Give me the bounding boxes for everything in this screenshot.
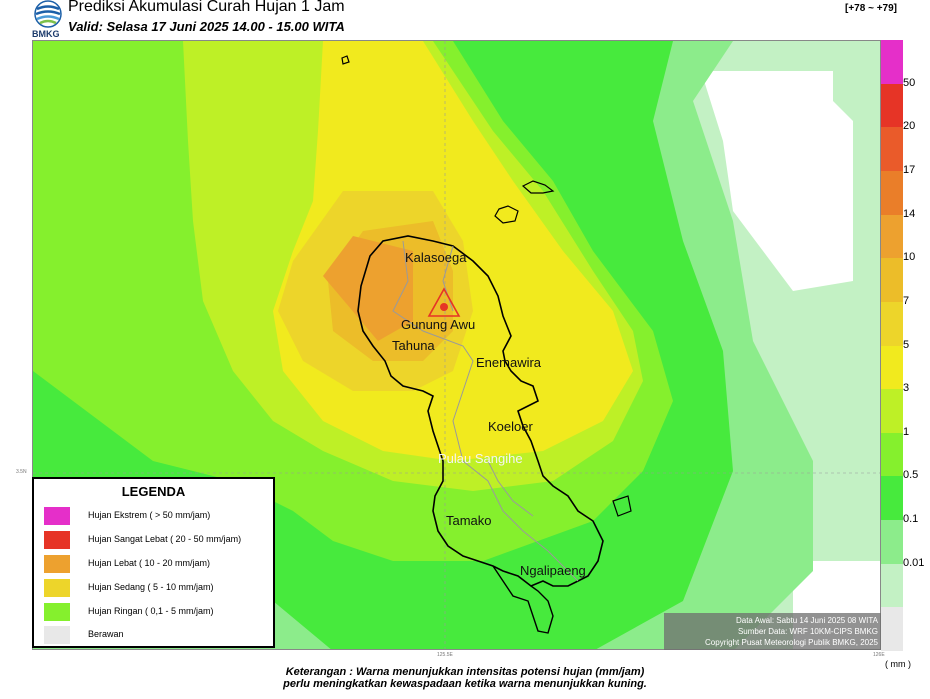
colorbar-segment <box>881 40 903 85</box>
colorbar-segment <box>881 563 903 608</box>
place-ngalipaeng: Ngalipaeng <box>520 563 586 578</box>
colorbar-label: 7 <box>903 294 910 307</box>
legend-swatch <box>44 531 70 549</box>
colorbar-segment <box>881 214 903 259</box>
colorbar-unit: ( mm ) <box>885 659 911 669</box>
colorbar-label: 3 <box>903 382 910 395</box>
legend-label: Hujan Sedang ( 5 - 10 mm/jam) <box>88 582 214 592</box>
legend-title: LEGENDA <box>121 484 186 499</box>
colorbar-segment <box>881 345 903 390</box>
source-line-3: Copyright Pusat Meteorologi Publik BMKG,… <box>705 638 878 647</box>
place-kalasoega: Kalasoega <box>405 250 467 265</box>
utc-offset: [+78 ~ +79] <box>845 3 897 14</box>
colorbar-label: 1 <box>903 425 910 438</box>
legend-swatch <box>44 603 70 621</box>
colorbar-segment <box>881 258 903 303</box>
colorbar-label: 50 <box>903 76 916 89</box>
island-outline <box>357 235 604 587</box>
colorbar-label: 0.1 <box>903 513 919 526</box>
colorbar-label: 0.5 <box>903 469 919 482</box>
colorbar-segment <box>881 607 903 652</box>
zone-none <box>701 71 853 291</box>
legend-item: Hujan Sedang ( 5 - 10 mm/jam) <box>42 579 272 599</box>
legend-label: Berawan <box>88 629 124 639</box>
legend-item: Hujan Ringan ( 0,1 - 5 mm/jam) <box>42 603 272 623</box>
legend-label: Hujan Sangat Lebat ( 20 - 50 mm/jam) <box>88 534 242 544</box>
legend-label: Hujan Lebat ( 10 - 20 mm/jam) <box>88 558 211 568</box>
colorbar-segment <box>881 520 903 565</box>
colorbar-segment <box>881 127 903 172</box>
legend-swatch <box>44 555 70 573</box>
place-tamako: Tamako <box>446 513 492 528</box>
legend-item: Hujan Sangat Lebat ( 20 - 50 mm/jam) <box>42 531 272 551</box>
zone-14 <box>323 236 413 341</box>
colorbar-label: 0.01 <box>903 556 925 569</box>
colorbar-segment <box>881 83 903 128</box>
legend-swatch <box>44 579 70 597</box>
colorbar-label: 14 <box>903 207 916 220</box>
legend-item: Hujan Ekstrem ( > 50 mm/jam) <box>42 507 272 527</box>
lon-tick-2: 126E <box>873 652 885 658</box>
colorbar-segment <box>881 389 903 434</box>
footnote-line-1: Keterangan : Warna menunjukkan intensita… <box>285 666 645 678</box>
bmkg-logo: BMKG <box>30 0 66 40</box>
colorbar-label: 20 <box>903 120 916 133</box>
colorbar-label: 17 <box>903 163 916 176</box>
source-line-1: Data Awal: Sabtu 14 Juni 2025 08 WITA <box>735 616 878 625</box>
colorbar-label: 5 <box>903 338 910 351</box>
colorbar-segment <box>881 432 903 477</box>
colorbar-segment <box>881 170 903 216</box>
map-header: BMKG Prediksi Akumulasi Curah Hujan 1 Ja… <box>0 0 930 40</box>
colorbar-segment <box>881 301 903 346</box>
lat-tick: 3.5N <box>16 469 27 475</box>
lon-tick-1: 125.5E <box>437 652 453 658</box>
map-valid-time: Valid: Selasa 17 Juni 2025 14.00 - 15.00… <box>68 19 345 34</box>
colorbar-label: 10 <box>903 251 916 264</box>
legend-box: LEGENDA Hujan Ekstrem ( > 50 mm/jam) Huj… <box>32 477 275 648</box>
bmkg-logo-text: BMKG <box>32 29 60 39</box>
map-title: Prediksi Akumulasi Curah Hujan 1 Jam <box>68 0 345 15</box>
colorbar <box>881 40 903 652</box>
place-koeloer: Koeloer <box>488 419 533 434</box>
footnote-line-2: perlu meningkatkan kewaspadaan ketika wa… <box>283 678 647 690</box>
source-line-2: Sumber Data: WRF 10KM-CIPS BMKG <box>737 627 878 636</box>
legend-swatch <box>44 507 70 525</box>
colorbar-segment <box>881 476 903 521</box>
place-tahuna: Tahuna <box>392 338 435 353</box>
legend-item: Berawan <box>42 626 272 646</box>
place-enemawira: Enemawira <box>476 355 542 370</box>
legend-item: Hujan Lebat ( 10 - 20 mm/jam) <box>42 555 272 575</box>
place-pulau-sangihe: Pulau Sangihe <box>438 451 523 466</box>
legend-label: Hujan Ringan ( 0,1 - 5 mm/jam) <box>88 606 214 616</box>
place-gunung-awu: Gunung Awu <box>401 317 476 332</box>
legend-swatch <box>44 626 70 644</box>
legend-label: Hujan Ekstrem ( > 50 mm/jam) <box>88 510 211 520</box>
volcano-icon <box>427 287 461 317</box>
source-info: Data Awal: Sabtu 14 Juni 2025 08 WITA Su… <box>664 613 881 650</box>
